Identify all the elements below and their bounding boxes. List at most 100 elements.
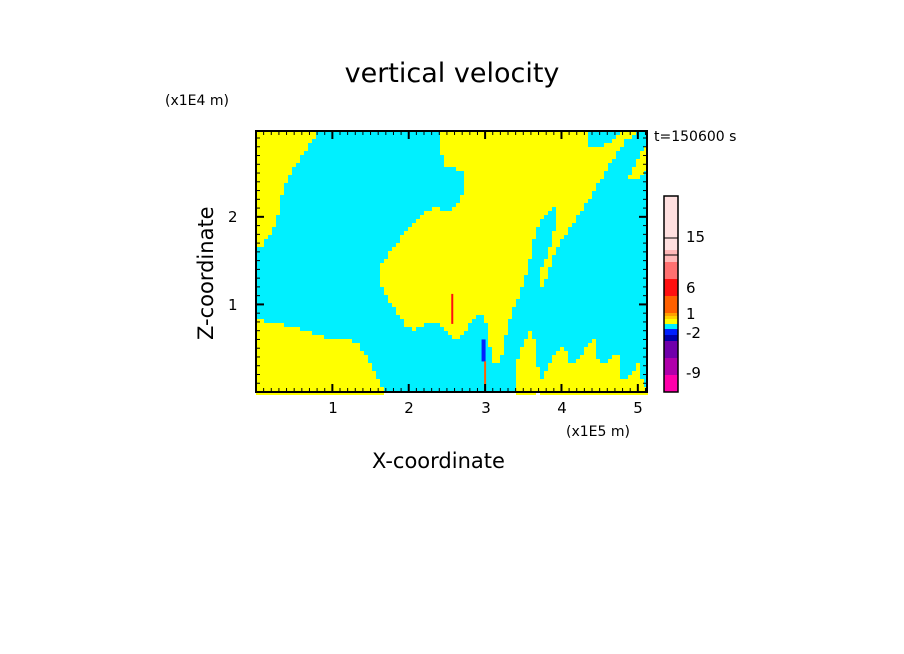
contour-cell [260, 191, 264, 195]
contour-cell [304, 143, 308, 147]
contour-cell [508, 311, 512, 315]
contour-cell [432, 247, 436, 251]
contour-cell [400, 247, 404, 251]
contour-cell [296, 379, 300, 383]
contour-cell [308, 135, 312, 139]
contour-cell [460, 207, 464, 211]
contour-cell [276, 375, 280, 379]
contour-cell [496, 271, 500, 275]
contour-cell [272, 387, 276, 391]
contour-cell [484, 203, 488, 207]
contour-cell [480, 151, 484, 155]
contour-cell [448, 311, 452, 315]
contour-cell [568, 371, 572, 375]
contour-cell [488, 331, 492, 335]
contour-cell [592, 371, 596, 375]
contour-cell [484, 139, 488, 143]
contour-cell [480, 275, 484, 279]
contour-cell [360, 379, 364, 383]
contour-cell [508, 315, 512, 319]
contour-cell [516, 295, 520, 299]
contour-cell [276, 147, 280, 151]
contour-cell [572, 175, 576, 179]
contour-cell [256, 239, 260, 243]
contour-cell [452, 159, 456, 163]
contour-cell [456, 275, 460, 279]
contour-cell [620, 131, 624, 135]
contour-cell [512, 147, 516, 151]
contour-cell [260, 159, 264, 163]
contour-cell [292, 135, 296, 139]
contour-cell [496, 267, 500, 271]
contour-cell [344, 351, 348, 355]
contour-cell [448, 159, 452, 163]
contour-cell [432, 311, 436, 315]
contour-cell [460, 143, 464, 147]
contour-cell [476, 239, 480, 243]
contour-cell [412, 311, 416, 315]
contour-cell [564, 159, 568, 163]
contour-cell [608, 143, 612, 147]
contour-cell [536, 131, 540, 135]
contour-cell [444, 211, 448, 215]
contour-cell [460, 315, 464, 319]
contour-cell [452, 239, 456, 243]
contour-cell [520, 383, 524, 387]
contour-cell [520, 151, 524, 155]
contour-cell [484, 319, 488, 323]
contour-cell [536, 171, 540, 175]
contour-cell [496, 279, 500, 283]
contour-cell [472, 219, 476, 223]
contour-cell [348, 347, 352, 351]
contour-cell [536, 195, 540, 199]
contour-cell [596, 359, 600, 363]
contour-cell [432, 303, 436, 307]
contour-cell [484, 163, 488, 167]
contour-cell [408, 251, 412, 255]
contour-cell [352, 343, 356, 347]
contour-cell [428, 307, 432, 311]
contour-cell [416, 231, 420, 235]
contour-cell [556, 243, 560, 247]
contour-cell [364, 359, 368, 363]
contour-cell [476, 231, 480, 235]
contour-cell [464, 135, 468, 139]
contour-cell [588, 383, 592, 387]
contour-cell [552, 175, 556, 179]
contour-cell [472, 231, 476, 235]
contour-cell [488, 139, 492, 143]
contour-cell [448, 239, 452, 243]
contour-cell [504, 199, 508, 203]
contour-cell [492, 251, 496, 255]
contour-cell [572, 215, 576, 219]
contour-cell [472, 131, 476, 135]
contour-cell [316, 371, 320, 375]
contour-cell [432, 223, 436, 227]
contour-cell [464, 199, 468, 203]
contour-cell [552, 143, 556, 147]
contour-cell [432, 263, 436, 267]
contour-cell [492, 319, 496, 323]
contour-cell [500, 227, 504, 231]
contour-cell [404, 259, 408, 263]
contour-cell [276, 211, 280, 215]
contour-cell [472, 259, 476, 263]
contour-cell [400, 315, 404, 319]
contour-cell [304, 343, 308, 347]
contour-cell [520, 263, 524, 267]
contour-cell [448, 227, 452, 231]
contour-cell [532, 183, 536, 187]
contour-cell [460, 167, 464, 171]
contour-cell [488, 287, 492, 291]
contour-cell [576, 139, 580, 143]
contour-cell [536, 211, 540, 215]
contour-cell [516, 207, 520, 211]
contour-cell [352, 359, 356, 363]
contour-field [256, 131, 648, 395]
contour-cell [476, 271, 480, 275]
contour-cell [388, 275, 392, 279]
contour-cell [476, 139, 480, 143]
contour-cell [280, 323, 284, 327]
contour-cell [336, 359, 340, 363]
contour-cell [468, 219, 472, 223]
